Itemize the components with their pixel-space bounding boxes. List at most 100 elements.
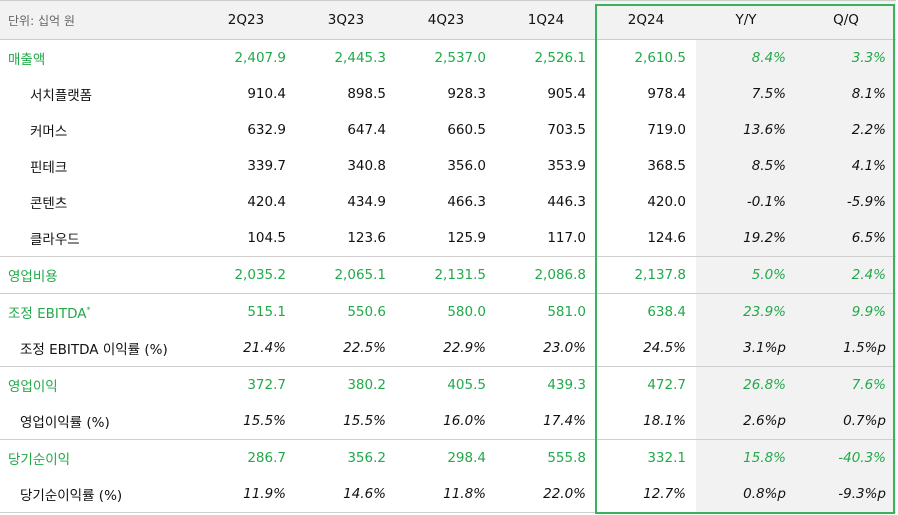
value-cell: 420.4 <box>247 194 286 210</box>
value-cell: 638.4 <box>647 304 686 320</box>
row-label: 영업이익률 (%) <box>0 403 196 440</box>
value-cell: 125.9 <box>447 230 486 246</box>
header-row: 단위: 십억 원 2Q23 3Q23 4Q23 1Q24 2Q24 Y/Y Q/Q <box>0 0 896 40</box>
value-cell: 15.5% <box>243 413 286 429</box>
row-label: 커머스 <box>0 112 196 148</box>
table-row: 영업이익 372.7 380.2 405.5 439.3 472.7 26.8% 7.6% <box>0 366 896 404</box>
row-label: 서치플랫폼 <box>0 76 196 112</box>
value-cell: 2,137.8 <box>634 267 686 283</box>
value-cell: 22.5% <box>343 340 386 356</box>
value-cell: 356.2 <box>347 450 386 466</box>
table-row: 콘텐츠 420.4 434.9 466.3 446.3 420.0 -0.1% -5.9% <box>0 184 896 220</box>
value-cell: 24.5% <box>643 340 686 356</box>
table-row: 핀테크 339.7 340.8 356.0 353.9 368.5 8.5% 4.1% <box>0 148 896 184</box>
value-cell: 910.4 <box>247 86 286 102</box>
value-cell: 380.2 <box>347 377 386 393</box>
value-cell: 439.3 <box>547 377 586 393</box>
value-cell: 23.0% <box>543 340 586 356</box>
value-cell: 332.1 <box>647 450 686 466</box>
column-header: 1Q24 <box>496 0 596 40</box>
value-cell: 2,445.3 <box>334 50 386 66</box>
value-cell: 6.5% <box>796 220 896 257</box>
table-row: 서치플랫폼 910.4 898.5 928.3 905.4 978.4 7.5% 8.1% <box>0 76 896 112</box>
value-cell: 16.0% <box>443 413 486 429</box>
value-cell: 1.5%p <box>796 330 896 367</box>
row-label: 콘텐츠 <box>0 184 196 220</box>
value-cell: 978.4 <box>647 86 686 102</box>
value-cell: 15.5% <box>343 413 386 429</box>
row-label: 영업이익 <box>0 367 196 404</box>
value-cell: 353.9 <box>547 158 586 174</box>
footnote-mark: * <box>86 305 91 315</box>
row-label: 당기순이익률 (%) <box>0 476 196 513</box>
value-cell: -40.3% <box>796 439 896 476</box>
value-cell: 17.4% <box>543 413 586 429</box>
row-label-text: 커머스 <box>30 124 68 140</box>
value-cell: 8.4% <box>696 39 796 76</box>
row-label-text: 클라우드 <box>30 232 80 248</box>
value-cell: 21.4% <box>243 340 286 356</box>
value-cell: 13.6% <box>696 112 796 148</box>
table-row: 조정 EBITDA* 515.1 550.6 580.0 581.0 638.4 23.9%… <box>0 293 896 331</box>
value-cell: 2,407.9 <box>234 50 286 66</box>
value-cell: 2,526.1 <box>534 50 586 66</box>
column-header: 2Q24 <box>596 0 696 40</box>
value-cell: 2.2% <box>796 112 896 148</box>
row-label-text: 영업이익률 (%) <box>20 415 110 431</box>
value-cell: 2,537.0 <box>434 50 486 66</box>
row-label: 당기순이익 <box>0 440 196 477</box>
value-cell: 515.1 <box>247 304 286 320</box>
column-header: 3Q23 <box>296 0 396 40</box>
value-cell: 466.3 <box>447 194 486 210</box>
value-cell: 8.1% <box>796 76 896 112</box>
value-cell: 434.9 <box>347 194 386 210</box>
value-cell: 2,610.5 <box>634 50 686 66</box>
value-cell: 22.9% <box>443 340 486 356</box>
value-cell: 420.0 <box>647 194 686 210</box>
value-cell: 8.5% <box>696 148 796 184</box>
value-cell: 12.7% <box>643 486 686 502</box>
value-cell: 7.5% <box>696 76 796 112</box>
value-cell: 368.5 <box>647 158 686 174</box>
value-cell: 26.8% <box>696 366 796 403</box>
value-cell: 2,086.8 <box>534 267 586 283</box>
value-cell: 5.0% <box>696 256 796 294</box>
row-label-text: 조정 EBITDA 이익률 (%) <box>20 342 168 358</box>
table-row: 영업비용 2,035.2 2,065.1 2,131.5 2,086.8 2,137.8 5… <box>0 256 896 294</box>
row-label: 조정 EBITDA 이익률 (%) <box>0 330 196 367</box>
value-cell: 340.8 <box>347 158 386 174</box>
row-label-text: 서치플랫폼 <box>30 88 93 104</box>
value-cell: 472.7 <box>647 377 686 393</box>
table-row: 클라우드 104.5 123.6 125.9 117.0 124.6 19.2% 6.5% <box>0 220 896 257</box>
column-header: Y/Y <box>696 0 796 40</box>
value-cell: 4.1% <box>796 148 896 184</box>
row-label-text: 영업비용 <box>8 269 58 285</box>
value-cell: 104.5 <box>247 230 286 246</box>
table-row: 조정 EBITDA 이익률 (%) 21.4% 22.5% 22.9% 23.0% 24.… <box>0 330 896 367</box>
value-cell: 117.0 <box>547 230 586 246</box>
row-label-text: 콘텐츠 <box>30 196 68 212</box>
value-cell: 23.9% <box>696 293 796 330</box>
row-label: 조정 EBITDA* <box>0 294 196 331</box>
value-cell: 581.0 <box>547 304 586 320</box>
value-cell: 2.6%p <box>696 403 796 440</box>
value-cell: 405.5 <box>447 377 486 393</box>
value-cell: 372.7 <box>247 377 286 393</box>
value-cell: 0.8%p <box>696 476 796 513</box>
row-label-text: 매출액 <box>8 52 46 68</box>
value-cell: -0.1% <box>696 184 796 220</box>
value-cell: 719.0 <box>647 122 686 138</box>
table-row: 영업이익률 (%) 15.5% 15.5% 16.0% 17.4% 18.1% 2.6%p 0… <box>0 403 896 440</box>
value-cell: 123.6 <box>347 230 386 246</box>
value-cell: 18.1% <box>643 413 686 429</box>
value-cell: 298.4 <box>447 450 486 466</box>
value-cell: -5.9% <box>796 184 896 220</box>
value-cell: 2,035.2 <box>234 267 286 283</box>
row-label: 영업비용 <box>0 257 196 294</box>
row-label: 클라우드 <box>0 220 196 257</box>
value-cell: 446.3 <box>547 194 586 210</box>
value-cell: 14.6% <box>343 486 386 502</box>
row-label: 핀테크 <box>0 148 196 184</box>
table-row: 매출액 2,407.9 2,445.3 2,537.0 2,526.1 2,610.5 8.… <box>0 39 896 76</box>
